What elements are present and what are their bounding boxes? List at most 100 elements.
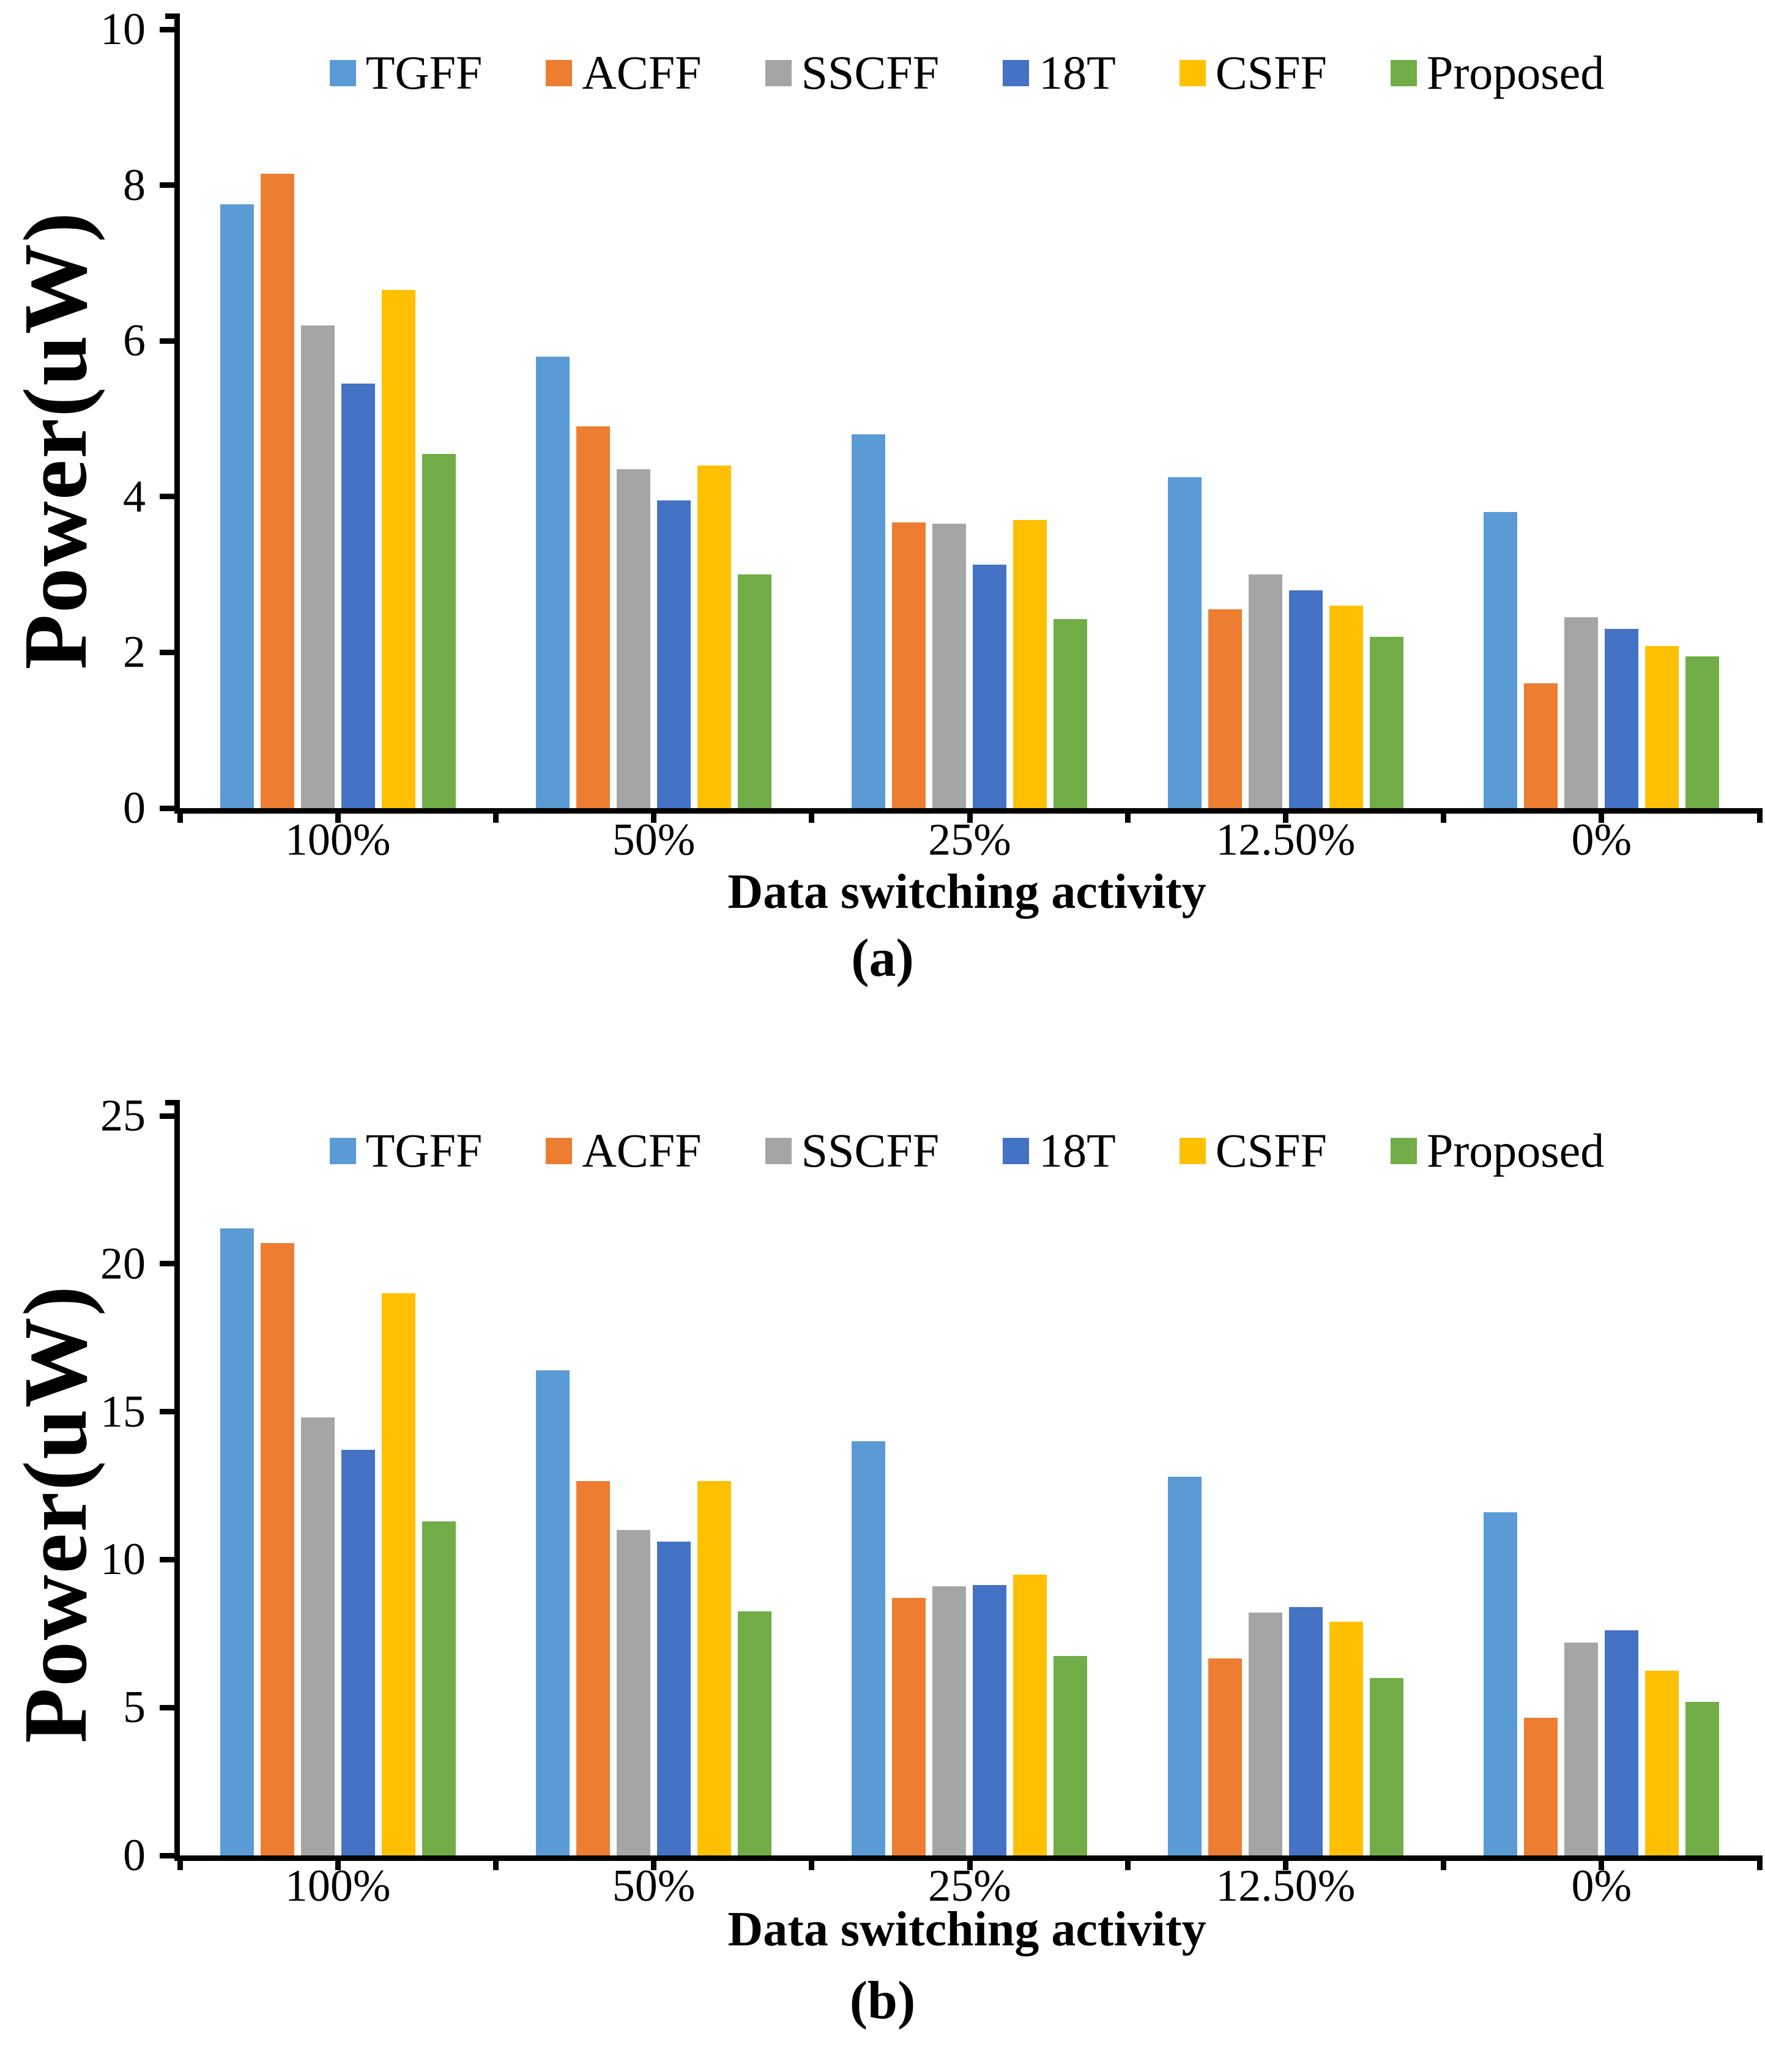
x-tick-mark [177,808,183,823]
bar-SSCFF-12.50% [1248,1613,1282,1855]
bar-18T-50% [657,1542,691,1855]
bar-Proposed-100% [422,1521,456,1855]
bar-SSCFF-100% [300,1417,335,1855]
bar-ACFF-0% [1524,1718,1558,1855]
bar-18T-12.50% [1288,1607,1323,1855]
x-tick-label-0%: 0% [1571,815,1632,865]
y-tick-label-10: 10 [100,4,146,54]
bar-TGFF-0% [1484,512,1518,808]
bar-SSCFF-25% [932,1586,967,1855]
y-tick-label-0: 0 [123,783,146,833]
legend-swatch-icon [546,59,573,86]
y-tick-label-10: 10 [100,1534,146,1585]
bar-TGFF-25% [852,1441,886,1855]
y-tick-label-2: 2 [123,627,146,678]
bar-18T-0% [1605,1630,1639,1855]
bar-SSCFF-50% [617,1530,651,1855]
legend: TGFF ACFF SSCFF 18T CSFF Proposed [174,1127,1759,1175]
x-tick-mark [177,1855,183,1870]
bar-18T-25% [973,565,1007,808]
legend-swatch-icon [765,59,792,86]
legend-item-SSCFF: SSCFF [765,1124,940,1177]
y-tick-label-6: 6 [123,316,146,366]
bar-group-25% [812,1100,1128,1855]
x-tick-mark [335,1855,341,1870]
bar-Proposed-25% [1053,619,1088,808]
legend-label: ACFF [582,1124,702,1177]
legend-swatch-icon [1390,59,1417,86]
x-tick-mark [492,808,499,823]
bar-SSCFF-0% [1564,617,1599,808]
y-tick-mark [160,1852,174,1858]
x-tick-mark [651,1855,657,1870]
x-tick-mark [651,808,657,823]
bar-CSFF-50% [697,466,732,808]
x-tick-label-50%: 50% [612,815,696,865]
legend-label: SSCFF [801,1124,940,1177]
y-tick-mark [160,1113,174,1119]
bar-CSFF-0% [1645,646,1679,808]
x-tick-mark [335,808,341,823]
bar-ACFF-50% [576,1481,611,1855]
bar-18T-0% [1605,629,1639,808]
bar-TGFF-50% [536,1370,570,1855]
bar-TGFF-25% [852,434,886,808]
y-tick-mark [160,1704,174,1710]
bar-SSCFF-25% [932,524,967,808]
x-tick-label-50%: 50% [612,1861,696,1911]
legend-item-ACFF: ACFF [546,1124,702,1177]
bar-18T-25% [973,1585,1007,1855]
legend-label: 18T [1039,46,1116,99]
bar-ACFF-25% [892,1598,926,1855]
bar-TGFF-100% [220,1228,254,1855]
bar-SSCFF-100% [300,325,335,808]
bar-TGFF-50% [536,357,570,808]
legend-item-ACFF: ACFF [546,49,702,97]
bar-TGFF-12.50% [1167,477,1202,808]
y-tick-label-8: 8 [123,160,146,210]
bar-Proposed-0% [1685,1702,1720,1855]
x-tick-label-100%: 100% [284,815,391,865]
legend-swatch-icon [1390,1137,1417,1164]
bar-Proposed-12.50% [1369,637,1403,808]
bar-18T-50% [657,500,691,808]
bar-group-100% [180,13,496,808]
y-tick-label-25: 25 [100,1091,146,1141]
panel-caption: (b) [849,1971,916,2030]
bar-Proposed-100% [422,454,456,808]
y-tick-mark [160,1409,174,1415]
y-tick-mark [160,26,174,32]
x-tick-label-25%: 25% [928,815,1011,865]
bar-ACFF-100% [260,1243,294,1855]
legend-swatch-icon [1179,1137,1206,1164]
x-tick-mark [1441,1855,1447,1870]
y-tick-label-0: 0 [123,1830,146,1881]
legend-item-18T: 18T [1003,49,1116,97]
bar-group-12.50% [1128,1100,1443,1855]
legend-swatch-icon [1179,59,1206,86]
bar-TGFF-100% [220,204,254,808]
x-tick-mark [1599,1855,1605,1870]
y-tick-label-15: 15 [100,1386,146,1437]
bar-group-50% [496,13,811,808]
y-axis-top-tick [165,1100,180,1105]
legend-swatch-icon [329,1137,356,1164]
bar-group-100% [180,1100,496,1855]
x-tick-mark [1756,1855,1763,1870]
legend-item-SSCFF: SSCFF [765,46,940,99]
legend-item-CSFF: CSFF [1179,1127,1327,1175]
legend-item-CSFF: CSFF [1179,49,1327,97]
x-tick-mark [1124,1855,1131,1870]
legend-label: Proposed [1426,1124,1605,1177]
bar-CSFF-50% [697,1481,732,1855]
x-tick-mark [967,1855,973,1870]
x-tick-label-25%: 25% [928,1861,1011,1911]
legend-item-TGFF: TGFF [329,1127,482,1175]
bar-group-50% [496,1100,811,1855]
y-tick-label-20: 20 [100,1238,146,1289]
x-tick-mark [1124,808,1131,823]
legend-item-TGFF: TGFF [329,49,482,97]
legend-label: SSCFF [801,46,940,99]
